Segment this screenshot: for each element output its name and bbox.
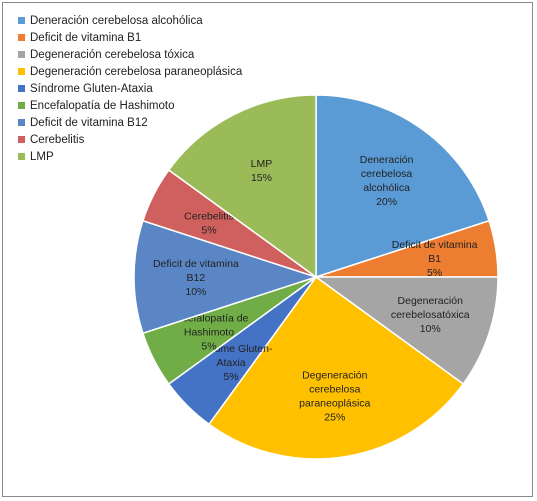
slice-label: LMP 15% [251,158,273,184]
legend-swatch [18,17,25,24]
legend-label: Deficit de vitamina B12 [30,116,148,129]
legend-swatch [18,51,25,58]
legend-label: Cerebelitis [30,133,85,146]
legend-label: Encefalopatía de Hashimoto [30,99,175,112]
legend: Deneración cerebelosa alcohólica Deficit … [18,12,268,165]
legend-item: Encefalopatía de Hashimoto [18,97,268,114]
slice-label: Degeneración cerebelosatóxica 10% [391,295,470,335]
legend-swatch [18,102,25,109]
pie-slice [167,94,317,279]
slice-label: Degeneración cerebelosa paraneoplásica 25% [299,370,370,424]
legend-swatch [18,34,25,41]
legend-item: Degeneración cerebelosa tóxica [18,46,268,63]
legend-item: Cerebelitis [18,131,268,148]
slice-label: Cerebelitis 5% [184,210,234,236]
legend-item: Degeneración cerebelosa paraneoplásica [18,63,268,80]
slice-label: Deficit de vitamina B1 5% [392,239,478,279]
legend-label: Degeneración cerebelosa tóxica [30,48,195,61]
slice-label: Deficit de vitamina B12 10% [153,258,239,298]
legend-swatch [18,153,25,160]
pie-slice [207,275,465,460]
legend-item: LMP [18,148,268,165]
slice-label: Deneración cerebelosa alcohólica 20% [360,154,414,208]
legend-item: Síndrome Gluten-Ataxia [18,80,268,97]
legend-label: Deneración cerebelosa alcohólica [30,14,203,27]
legend-label: Degeneración cerebelosa paraneoplásica [30,65,243,78]
legend-item: Deficit de vitamina B12 [18,114,268,131]
pie-slice [133,219,319,335]
legend-label: LMP [30,150,54,163]
pie-slice [313,276,499,386]
legend-swatch [18,119,25,126]
legend-swatch [18,85,25,92]
pie-slice [315,94,491,279]
legend-swatch [18,68,25,75]
legend-swatch [18,136,25,143]
legend-label: Síndrome Gluten-Ataxia [30,82,153,95]
legend-item: Deficit de vitamina B1 [18,29,268,46]
legend-label: Deficit de vitamina B1 [30,31,142,44]
legend-item: Deneración cerebelosa alcohólica [18,12,268,29]
